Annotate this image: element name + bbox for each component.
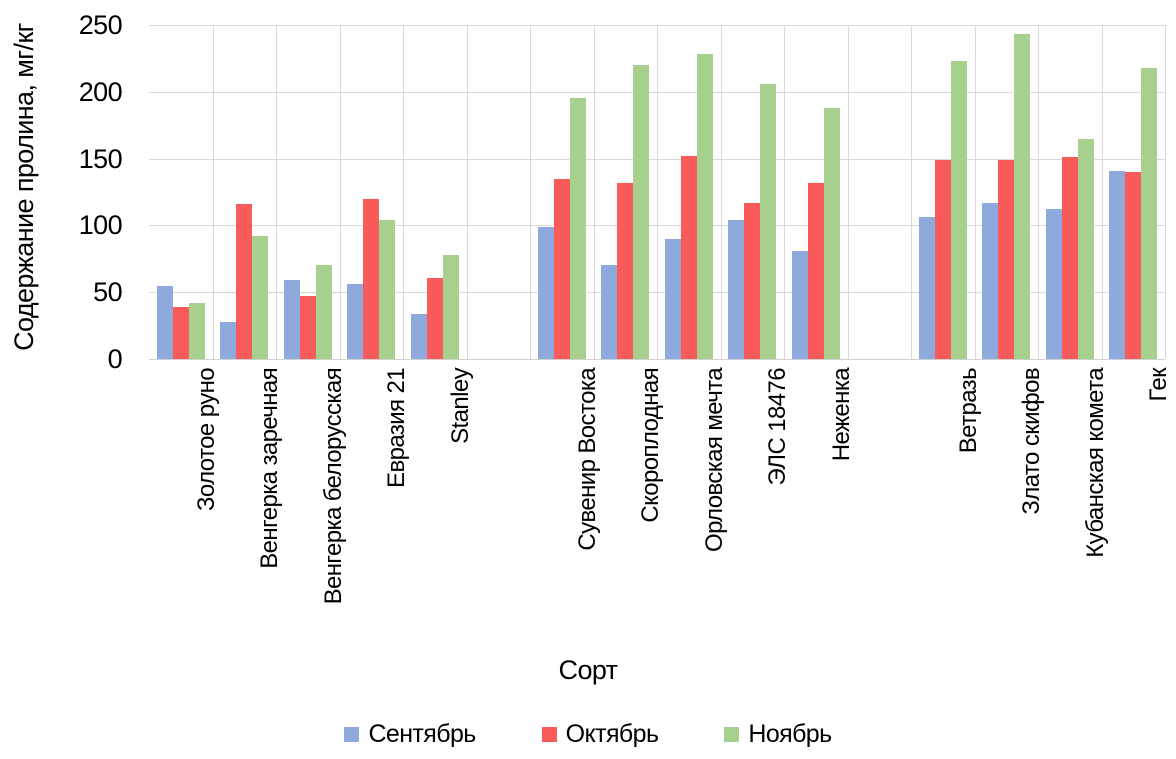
bar-Сентябрь-Скороплодная <box>601 265 618 359</box>
bar-Ноябрь-ЭЛС 18476 <box>760 83 777 359</box>
bar-Сентябрь-Золотое руно <box>156 285 173 359</box>
vertical-gridline <box>657 25 658 359</box>
x-axis-title: Сорт <box>558 655 619 685</box>
legend-swatch <box>724 727 740 742</box>
category-label: Кубанская комета <box>1081 368 1109 558</box>
horizontal-gridline <box>149 25 1165 26</box>
category-label: Венгерка белорусская <box>319 368 347 605</box>
category-label: Орловская мечта <box>700 368 728 552</box>
bar-Ноябрь-Злато скифов <box>1014 34 1031 359</box>
category-label: Сувенир Востока <box>573 368 601 551</box>
bar-Октябрь-Венгерка белорусская <box>299 296 316 359</box>
bar-Октябрь-Неженка <box>807 182 824 359</box>
bar-Сентябрь-Неженка <box>791 250 808 359</box>
vertical-gridline <box>276 25 277 359</box>
bar-Сентябрь-Злато скифов <box>982 202 999 359</box>
bar-Октябрь-Венгерка заречная <box>236 204 253 359</box>
category-label: Гек <box>1145 368 1173 402</box>
legend: Сентябрь Октябрь Ноябрь <box>0 720 1176 749</box>
bar-Сентябрь-Гек <box>1109 170 1126 359</box>
x-axis-baseline <box>149 359 1165 360</box>
bar-Октябрь-Кубанская комета <box>1061 157 1078 359</box>
vertical-gridline <box>339 25 341 359</box>
legend-swatch <box>541 727 557 742</box>
bar-Ноябрь-Венгерка заречная <box>252 236 269 359</box>
bar-Сентябрь-ЭЛС 18476 <box>728 220 745 359</box>
bar-Октябрь-Золотое руно <box>172 306 189 359</box>
bar-Ноябрь-Скороплодная <box>633 65 650 359</box>
category-label: Евразия 21 <box>383 368 411 488</box>
y-axis-tick-label: 250 <box>78 10 123 40</box>
vertical-gridline <box>1038 25 1039 359</box>
y-axis-tick-label: 50 <box>93 277 122 308</box>
horizontal-gridline <box>149 91 1165 93</box>
vertical-gridline <box>593 25 595 359</box>
vertical-gridline <box>212 25 214 359</box>
legend-swatch <box>344 727 360 742</box>
bar-Ноябрь-Венгерка белорусская <box>315 265 332 359</box>
vertical-gridline <box>1165 25 1166 359</box>
bar-Ноябрь-Stanley <box>442 254 459 359</box>
category-label: ЭЛС 18476 <box>764 368 792 486</box>
legend-label: Октябрь <box>565 720 659 748</box>
vertical-gridline <box>847 25 849 359</box>
vertical-gridline <box>911 25 912 359</box>
vertical-gridline <box>403 25 404 359</box>
category-label: Венгерка заречная <box>256 368 284 569</box>
bar-Октябрь-Злато скифов <box>998 159 1015 359</box>
bar-Сентябрь-Кубанская комета <box>1045 209 1062 359</box>
y-axis-title: Содержание пролина, мг/кг <box>9 23 39 351</box>
bar-Сентябрь-Венгерка заречная <box>220 321 237 359</box>
category-label: Скороплодная <box>637 368 665 523</box>
legend-item-Сентябрь: Сентябрь <box>344 720 476 749</box>
bar-Октябрь-Евразия 21 <box>363 198 380 359</box>
bar-Сентябрь-Венгерка белорусская <box>283 280 300 359</box>
bar-Сентябрь-Stanley <box>410 313 427 359</box>
horizontal-gridline <box>149 225 1165 227</box>
bar-Ноябрь-Евразия 21 <box>379 220 396 359</box>
y-axis-tick-label: 200 <box>78 76 123 107</box>
bar-Ноябрь-Ветразь <box>950 61 967 359</box>
vertical-gridline <box>466 25 468 359</box>
legend-item-Октябрь: Октябрь <box>541 720 659 749</box>
bar-Ноябрь-Сувенир Востока <box>569 98 586 359</box>
bar-Октябрь-Гек <box>1125 171 1142 359</box>
vertical-gridline <box>784 25 785 359</box>
bar-Октябрь-Сувенир Востока <box>553 178 570 359</box>
horizontal-gridline <box>149 158 1165 160</box>
legend-label: Сентябрь <box>368 720 476 748</box>
vertical-gridline <box>530 25 531 359</box>
bar-Октябрь-Орловская мечта <box>680 155 697 359</box>
horizontal-gridline <box>149 292 1165 294</box>
category-label: Злато скифов <box>1018 368 1046 515</box>
bar-Сентябрь-Орловская мечта <box>664 238 681 359</box>
bar-Октябрь-Ветразь <box>934 159 951 359</box>
vertical-gridline <box>720 25 722 359</box>
legend-item-Ноябрь: Ноябрь <box>724 720 832 749</box>
bar-Сентябрь-Ветразь <box>918 217 935 359</box>
bar-Ноябрь-Неженка <box>823 107 840 359</box>
category-label: Золотое руно <box>192 368 220 511</box>
bar-Сентябрь-Сувенир Востока <box>537 226 554 359</box>
y-axis-tick-label: 150 <box>78 143 123 174</box>
bar-Ноябрь-Кубанская комета <box>1077 138 1094 359</box>
y-axis-tick-label: 100 <box>78 210 123 241</box>
bar-Ноябрь-Золотое руно <box>188 302 205 359</box>
category-label: Ветразь <box>954 368 982 454</box>
legend-label: Ноябрь <box>748 720 832 748</box>
bar-Октябрь-Скороплодная <box>617 182 634 359</box>
bar-Октябрь-Stanley <box>426 277 443 359</box>
y-axis-tick-label: 0 <box>107 344 123 374</box>
vertical-gridline <box>974 25 976 359</box>
category-label: Неженка <box>827 368 855 462</box>
category-label: Stanley <box>446 368 474 444</box>
bar-Октябрь-ЭЛС 18476 <box>744 202 761 359</box>
bar-Сентябрь-Евразия 21 <box>347 284 364 359</box>
bar-Ноябрь-Гек <box>1141 67 1158 359</box>
bar-Ноябрь-Орловская мечта <box>696 54 713 359</box>
vertical-gridline <box>1101 25 1103 359</box>
